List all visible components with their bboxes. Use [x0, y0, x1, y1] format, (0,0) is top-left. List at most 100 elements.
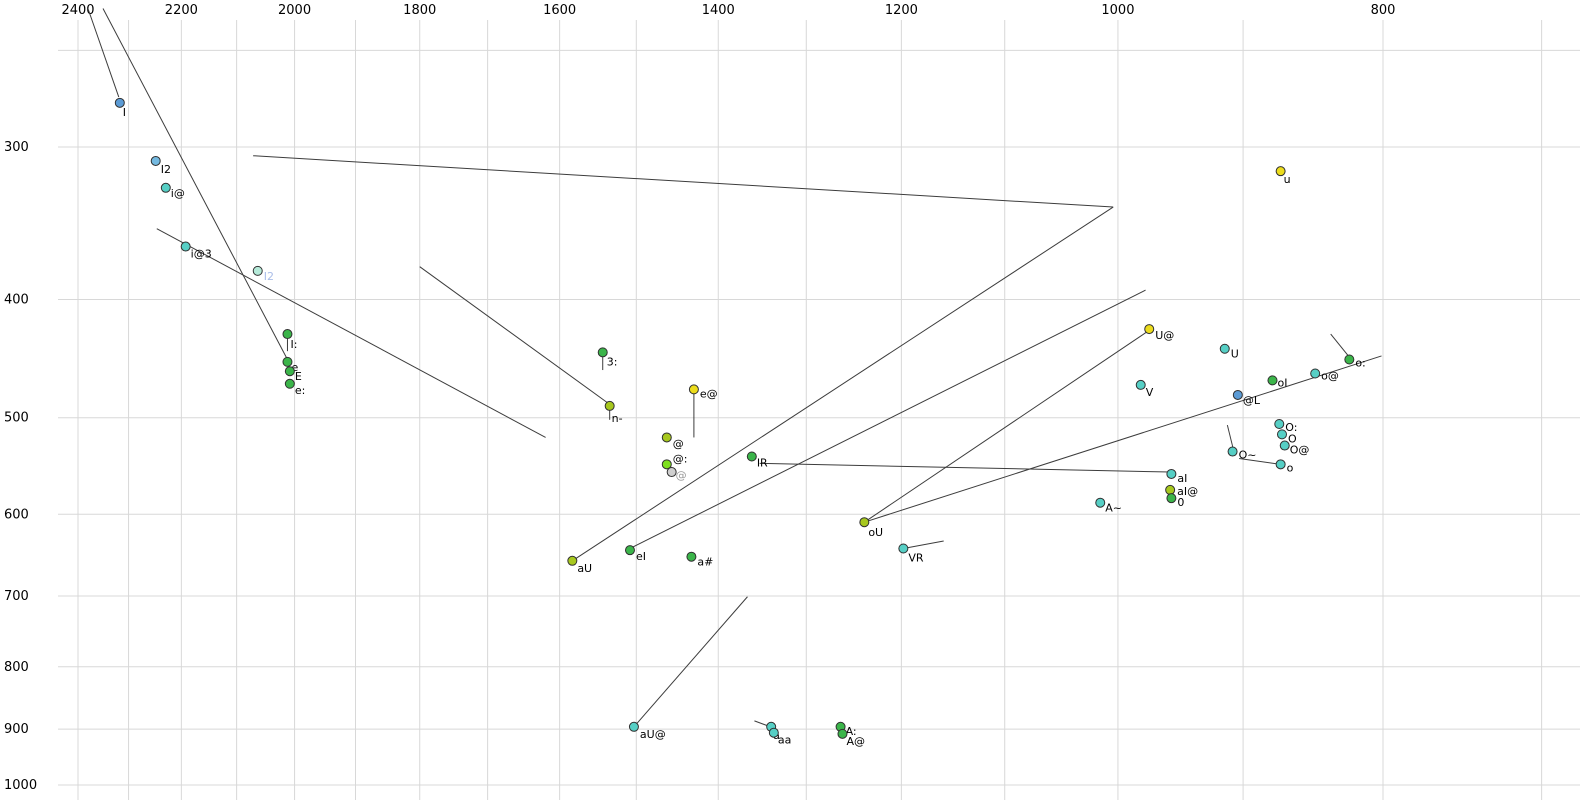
vowel-point[interactable] [624, 545, 635, 556]
x-tick-label: 2400 [61, 3, 94, 18]
vowel-point[interactable] [114, 97, 125, 108]
vowel-point-label: eI [636, 550, 646, 563]
vowel-point[interactable] [746, 451, 757, 462]
vowel-point[interactable] [604, 400, 615, 411]
vowel-point-label: aa [778, 734, 791, 747]
vowel-point[interactable] [282, 356, 293, 367]
vowel-point-label: e [291, 361, 298, 374]
x-tick-label: 1400 [702, 3, 735, 18]
x-tick-label: 800 [1371, 3, 1396, 18]
trajectory-line [572, 206, 1114, 562]
vowel-point[interactable] [688, 384, 699, 395]
trajectory-line [156, 228, 546, 438]
vowel-point[interactable] [282, 329, 293, 340]
vowel-point-label: o [1287, 461, 1294, 474]
x-tick-label: 1200 [885, 3, 918, 18]
vowel-point[interactable] [1095, 497, 1106, 508]
vowel-point[interactable] [837, 728, 848, 739]
vowel-point-label: aI@ [1177, 485, 1198, 498]
vowel-point-label: V [1146, 386, 1154, 399]
vowel-point[interactable] [898, 543, 909, 554]
trajectory-line [633, 596, 748, 728]
vowel-point-label: 3: [607, 355, 618, 368]
vowel-point-label: a# [697, 556, 713, 569]
vowel-point[interactable] [1135, 379, 1146, 390]
vowel-point[interactable] [628, 721, 639, 732]
trajectory-line [759, 462, 1171, 473]
vowel-point[interactable] [1227, 446, 1238, 457]
vowel-point[interactable] [661, 459, 672, 470]
vowel-point[interactable] [160, 182, 171, 193]
trajectory-line [629, 289, 1146, 549]
vowel-point-label: U [1231, 348, 1239, 361]
vowel-point[interactable] [1232, 389, 1243, 400]
vowel-point-label: I: [290, 338, 297, 351]
vowel-point-label: U@ [1155, 329, 1174, 342]
vowel-point[interactable] [567, 555, 578, 566]
y-tick-label: 900 [4, 722, 29, 737]
x-tick-label: 1600 [543, 3, 576, 18]
vowel-point-label: oU [868, 526, 883, 539]
vowel-point[interactable] [686, 551, 697, 562]
vowel-point[interactable] [859, 517, 870, 528]
vowel-point[interactable] [1344, 354, 1355, 365]
vowel-point[interactable] [284, 366, 295, 377]
vowel-point[interactable] [1165, 484, 1176, 495]
vowel-point-label: I2 [264, 270, 274, 283]
vowel-point-label: VR [908, 552, 924, 565]
y-tick-label: 300 [4, 140, 29, 155]
vowel-point[interactable] [1275, 459, 1286, 470]
vowel-point-label: oI [1277, 376, 1287, 389]
vowel-point-label: aU [577, 562, 592, 575]
vowel-point-label: O [1288, 432, 1297, 445]
vowel-point[interactable] [1276, 429, 1287, 440]
vowel-point[interactable] [1166, 493, 1177, 504]
vowel-point-label: o@ [1321, 370, 1339, 383]
vowel-point-label: O@ [1290, 444, 1310, 457]
vowel-point[interactable] [284, 378, 295, 389]
vowel-point-label: aI [1177, 472, 1187, 485]
vowel-point[interactable] [1275, 166, 1286, 177]
vowel-point-label: @: [673, 452, 688, 465]
vowel-point-label: @ [673, 437, 684, 450]
vowel-point-label: i@3 [191, 248, 212, 261]
vowel-point-label: e: [295, 384, 305, 397]
trajectory-line [864, 329, 1150, 523]
x-tick-label: 1000 [1101, 3, 1134, 18]
vowel-point[interactable] [597, 347, 608, 358]
vowel-point[interactable] [1219, 343, 1230, 354]
trajectory-line [419, 266, 610, 405]
vowel-point[interactable] [180, 241, 191, 252]
vowel-point[interactable] [1310, 368, 1321, 379]
vowel-point-label: A~ [1105, 502, 1122, 515]
vowel-point[interactable] [1144, 324, 1155, 335]
vowel-point-label: i@ [171, 187, 185, 200]
vowel-point[interactable] [252, 265, 263, 276]
x-tick-label: 1800 [403, 3, 436, 18]
vowel-point-label: @ [676, 469, 687, 482]
vowel-point[interactable] [1166, 468, 1177, 479]
y-tick-label: 1000 [4, 778, 37, 793]
vowel-point[interactable] [661, 432, 672, 443]
vowel-point[interactable] [1274, 419, 1285, 430]
vowel-point-label: u [1284, 173, 1291, 186]
vowel-point[interactable] [768, 727, 779, 738]
y-tick-label: 800 [4, 660, 29, 675]
y-tick-label: 600 [4, 507, 29, 522]
trajectory-line [903, 540, 944, 549]
vowel-point[interactable] [666, 467, 677, 478]
vowel-point-label: aU@ [640, 728, 666, 741]
vowel-point[interactable] [1279, 440, 1290, 451]
vowel-point[interactable] [1267, 375, 1278, 386]
vowel-point-label: I [123, 106, 126, 119]
vowel-point-label: 0 [1177, 496, 1184, 509]
vowel-point-label: O: [1285, 421, 1297, 434]
vowel-point-label: n- [612, 412, 623, 425]
y-tick-label: 400 [4, 292, 29, 307]
vowel-point-label: A@ [846, 735, 865, 748]
vowel-point-label: e@ [700, 387, 718, 400]
vowel-point-label: o: [1355, 357, 1365, 370]
vowel-point[interactable] [150, 155, 161, 166]
